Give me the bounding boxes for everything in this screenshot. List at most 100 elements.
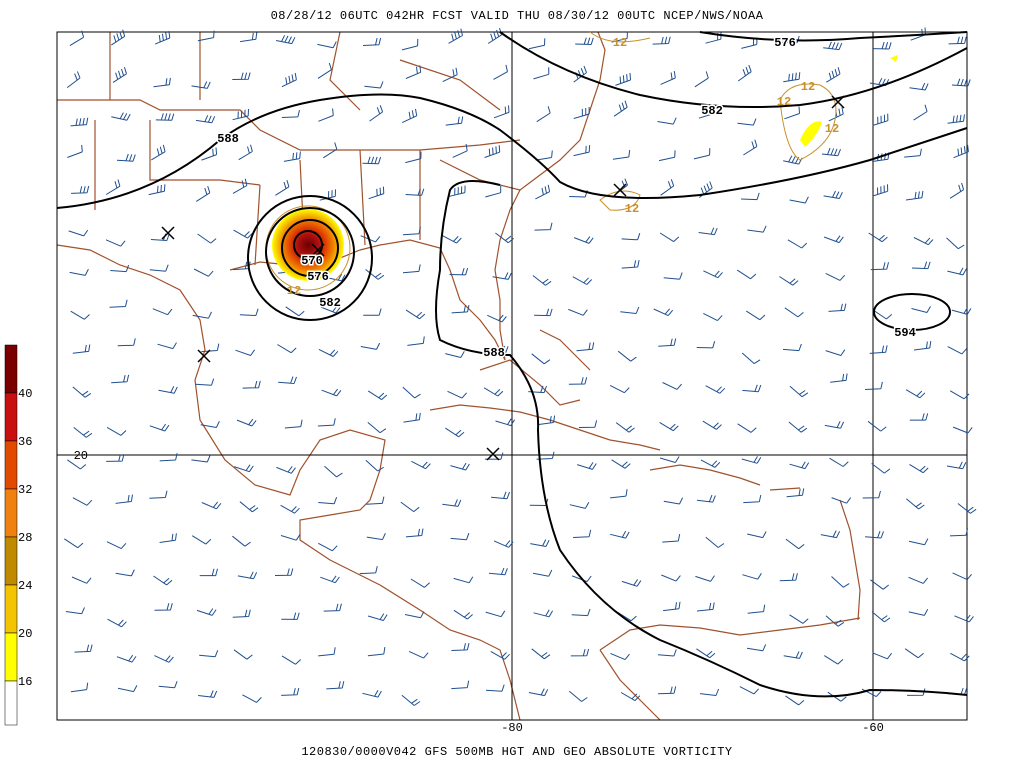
wind-barb bbox=[658, 686, 677, 695]
wind-barb bbox=[367, 422, 387, 434]
wind-barb bbox=[115, 494, 133, 504]
wind-barb bbox=[872, 184, 889, 197]
wind-barb bbox=[696, 648, 716, 659]
wind-barb bbox=[64, 538, 84, 549]
wind-barb bbox=[908, 538, 929, 546]
wind-barb bbox=[913, 237, 934, 246]
lat-label: 20 bbox=[74, 449, 88, 463]
wind-barb bbox=[318, 542, 338, 552]
wind-barb bbox=[405, 151, 422, 164]
wind-barb bbox=[831, 576, 850, 588]
wind-barb bbox=[872, 309, 893, 320]
wind-barb bbox=[149, 490, 168, 499]
wind-barb bbox=[782, 343, 802, 352]
wind-barb bbox=[568, 690, 588, 702]
wind-barb bbox=[199, 568, 218, 577]
wind-barb bbox=[490, 650, 510, 660]
wind-barb bbox=[196, 608, 217, 616]
wind-barb bbox=[151, 144, 166, 161]
wind-barb bbox=[447, 390, 467, 399]
wind-barb bbox=[65, 607, 85, 615]
wind-barb bbox=[236, 418, 257, 427]
wind-barb bbox=[570, 648, 590, 657]
wind-barb bbox=[653, 308, 674, 317]
wind-barb bbox=[652, 36, 671, 45]
wind-barb bbox=[659, 456, 680, 463]
wind-barb bbox=[610, 530, 630, 539]
wind-barb bbox=[871, 463, 891, 474]
colorbar-label: 32 bbox=[18, 483, 32, 497]
colorbar-label: 16 bbox=[18, 675, 32, 689]
wind-barb bbox=[824, 655, 844, 665]
wind-barb bbox=[613, 100, 628, 117]
wind-barb bbox=[281, 655, 302, 665]
wind-barb bbox=[197, 30, 215, 42]
wind-barb bbox=[575, 37, 594, 45]
wind-barb bbox=[747, 225, 767, 233]
height-label: 576 bbox=[307, 270, 329, 284]
wind-barb bbox=[109, 299, 128, 308]
wind-barb bbox=[535, 184, 551, 200]
wind-barb bbox=[154, 31, 171, 45]
wind-barb bbox=[402, 386, 421, 399]
wind-barb bbox=[449, 268, 469, 276]
wind-barb bbox=[234, 464, 254, 473]
wind-barb bbox=[402, 264, 421, 274]
wind-barb bbox=[869, 345, 888, 354]
wind-barb bbox=[359, 565, 378, 575]
wind-barb bbox=[571, 608, 591, 617]
wind-barb bbox=[779, 276, 799, 286]
map-title: 08/28/12 06UTC 042HR FCST VALID THU 08/3… bbox=[271, 9, 764, 23]
wind-barb bbox=[746, 644, 767, 652]
wind-barb bbox=[905, 389, 926, 399]
wind-barb bbox=[578, 420, 598, 428]
wind-barb bbox=[281, 687, 300, 696]
wind-barb bbox=[953, 144, 969, 159]
wind-barb bbox=[483, 387, 504, 397]
wind-barb bbox=[784, 106, 800, 120]
wind-barb bbox=[318, 348, 339, 357]
wind-barb bbox=[911, 306, 931, 313]
wind-barb bbox=[611, 459, 631, 469]
wind-barb bbox=[157, 342, 177, 350]
colorbar-label: 28 bbox=[18, 531, 32, 545]
wind-barb bbox=[445, 427, 465, 438]
wind-barb bbox=[952, 426, 973, 434]
wind-barb bbox=[783, 72, 801, 83]
wind-barb bbox=[442, 67, 458, 83]
wind-barb bbox=[453, 576, 474, 584]
wind-barb bbox=[451, 642, 470, 651]
wind-barb bbox=[493, 105, 510, 119]
wind-barb bbox=[233, 649, 253, 660]
wind-barb bbox=[905, 498, 925, 510]
wind-barb bbox=[317, 418, 336, 427]
wind-barb bbox=[825, 272, 846, 281]
wind-barb bbox=[705, 385, 726, 394]
wind-barb bbox=[786, 488, 805, 498]
wind-barb bbox=[694, 71, 709, 88]
wind-barb bbox=[366, 532, 386, 541]
wind-barb bbox=[200, 420, 220, 428]
wind-barb bbox=[533, 67, 550, 80]
wind-barb bbox=[696, 602, 715, 612]
wind-barb bbox=[367, 613, 388, 621]
wind-barb bbox=[72, 344, 91, 354]
wind-barb bbox=[742, 384, 762, 393]
wind-barb bbox=[369, 105, 384, 122]
wind-barbs bbox=[64, 27, 977, 706]
wind-barb bbox=[824, 421, 845, 429]
wind-barb bbox=[149, 264, 169, 272]
wind-barb bbox=[484, 145, 501, 158]
wind-barb bbox=[105, 239, 126, 247]
wind-barb bbox=[237, 571, 258, 580]
wind-barb bbox=[402, 226, 421, 236]
wind-barb bbox=[325, 273, 346, 282]
wind-barb bbox=[913, 341, 932, 351]
wind-barb bbox=[284, 419, 303, 429]
wind-barb bbox=[868, 232, 888, 243]
wind-barb bbox=[283, 151, 301, 162]
wind-barb bbox=[532, 569, 553, 577]
vorticity-labels: 12 12 12 12 12 12 bbox=[287, 36, 839, 298]
wind-barb bbox=[362, 689, 382, 698]
wind-barb bbox=[276, 35, 296, 45]
